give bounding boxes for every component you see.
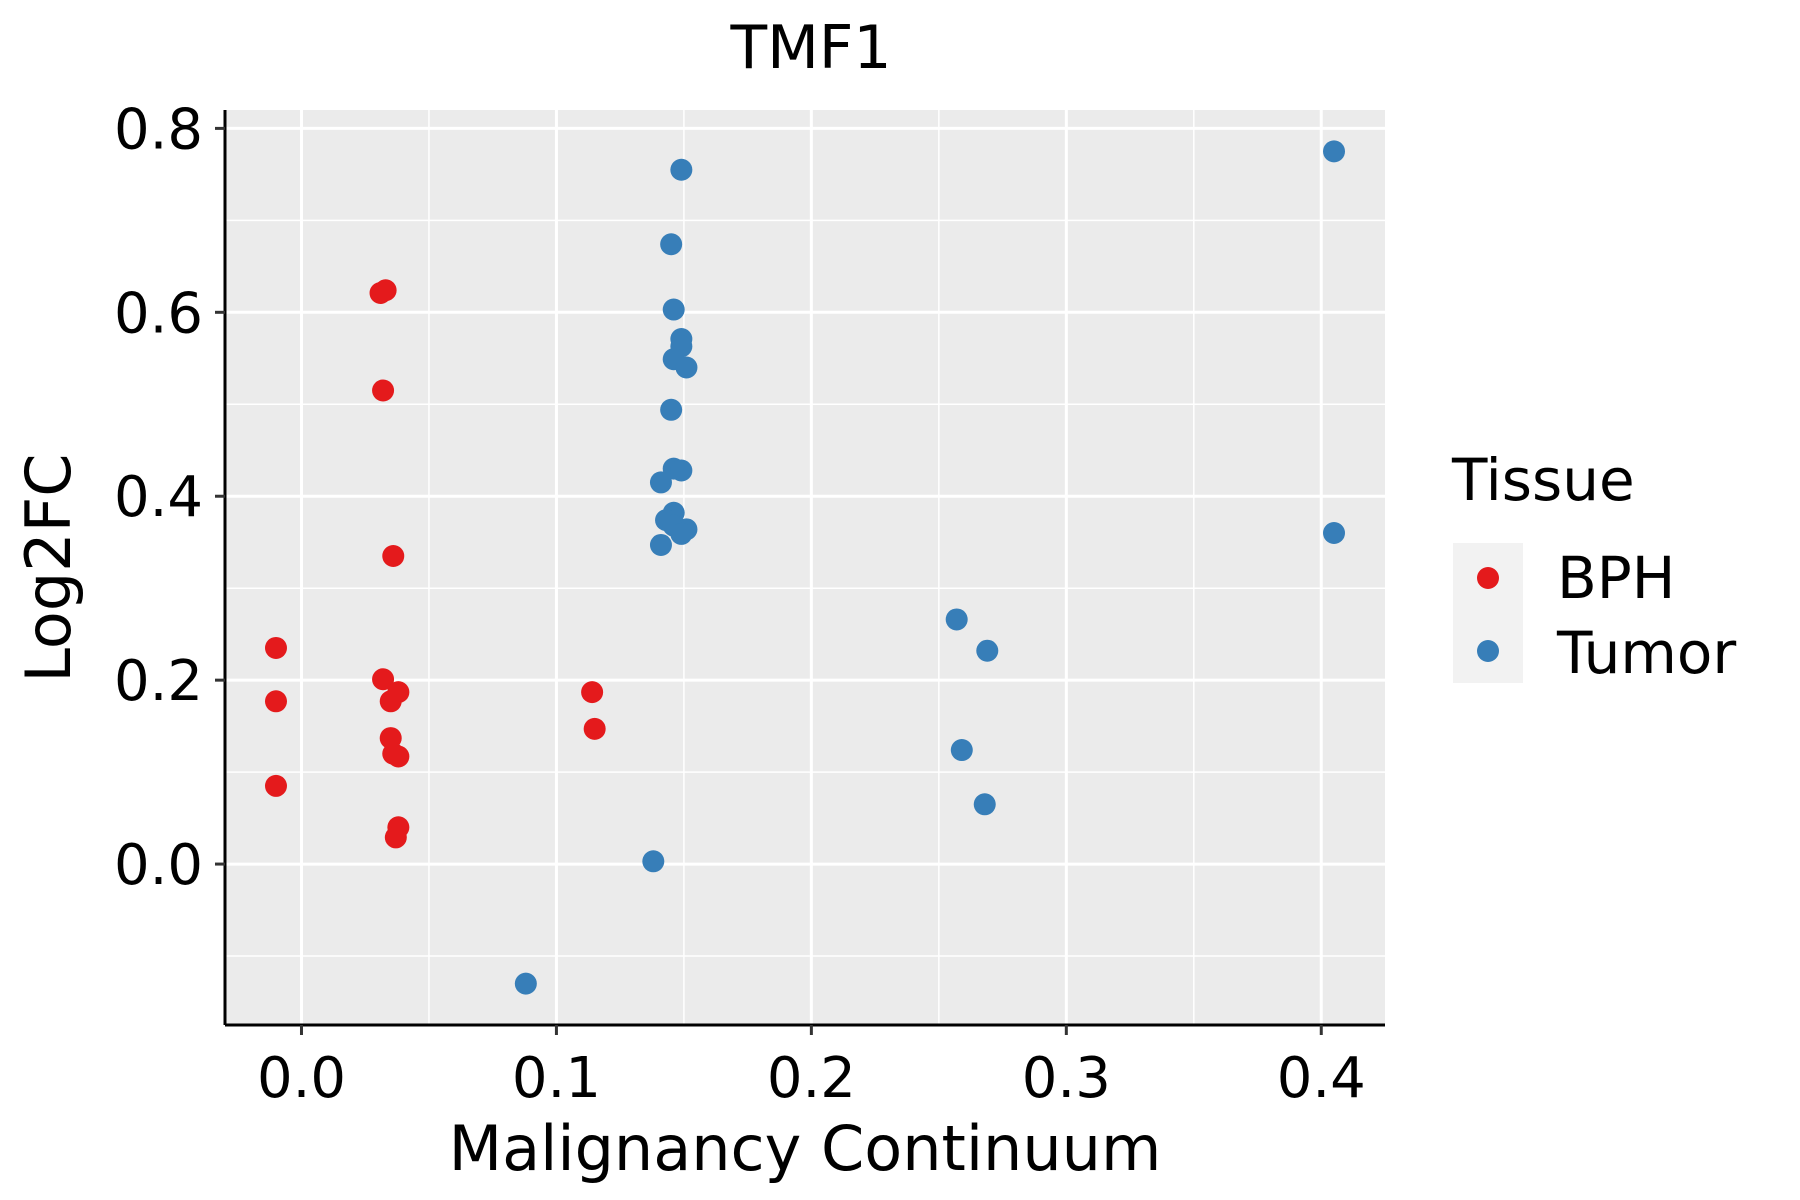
legend-label-bph: BPH <box>1557 544 1675 612</box>
data-point-tumor <box>662 298 685 321</box>
data-point-bph <box>583 717 606 740</box>
data-point-tumor <box>660 233 683 256</box>
data-point-bph <box>382 545 405 568</box>
legend-label-tumor: Tumor <box>1556 619 1736 687</box>
x-tick-label: 0.2 <box>767 1046 856 1111</box>
data-point-tumor <box>670 522 693 545</box>
x-tick-label: 0.4 <box>1277 1046 1366 1111</box>
data-point-bph <box>372 668 395 691</box>
data-point-bph <box>264 636 287 659</box>
x-tick-label: 0.1 <box>512 1046 601 1111</box>
data-point-tumor <box>973 793 996 816</box>
data-point-tumor <box>1323 522 1346 545</box>
data-point-tumor <box>945 608 968 631</box>
data-point-tumor <box>1323 140 1346 163</box>
data-point-tumor <box>950 739 973 762</box>
legend-title: Tissue <box>1451 446 1635 514</box>
x-tick-label: 0.3 <box>1022 1046 1111 1111</box>
x-tick-label: 0.0 <box>257 1046 346 1111</box>
data-point-bph <box>387 681 410 704</box>
x-axis-label: Malignancy Continuum <box>449 1112 1162 1185</box>
data-point-tumor <box>649 471 672 494</box>
legend-marker-tumor <box>1477 640 1499 662</box>
y-tick-label: 0.4 <box>114 465 203 530</box>
data-point-tumor <box>976 639 999 662</box>
y-axis-label: Log2FC <box>12 453 85 682</box>
data-point-tumor <box>514 972 537 995</box>
data-point-bph <box>264 774 287 797</box>
plot-panel <box>225 110 1385 1025</box>
data-point-bph <box>384 826 407 849</box>
grid-minor <box>225 110 1385 1025</box>
y-axis-ticks: 0.0 0.2 0.4 0.6 0.8 <box>114 97 225 898</box>
data-point-bph <box>387 745 410 768</box>
chart-title: TMF1 <box>729 13 891 83</box>
data-point-bph <box>372 379 395 402</box>
data-point-bph <box>374 279 397 302</box>
grid-major <box>225 110 1385 1025</box>
x-axis-ticks: 0.0 0.1 0.2 0.3 0.4 <box>257 1025 1366 1111</box>
data-points <box>264 140 1346 995</box>
data-point-tumor <box>642 850 665 873</box>
legend-marker-bph <box>1477 567 1499 589</box>
y-tick-label: 0.0 <box>114 833 203 898</box>
data-point-tumor <box>670 158 693 181</box>
data-point-tumor <box>670 459 693 482</box>
data-point-bph <box>581 681 604 704</box>
y-tick-label: 0.6 <box>114 281 203 346</box>
data-point-tumor <box>675 356 698 379</box>
y-tick-label: 0.8 <box>114 97 203 162</box>
data-point-bph <box>264 690 287 713</box>
data-point-tumor <box>660 398 683 421</box>
legend: Tissue BPH Tumor <box>1451 446 1736 687</box>
data-point-tumor <box>649 533 672 556</box>
y-tick-label: 0.2 <box>114 649 203 714</box>
